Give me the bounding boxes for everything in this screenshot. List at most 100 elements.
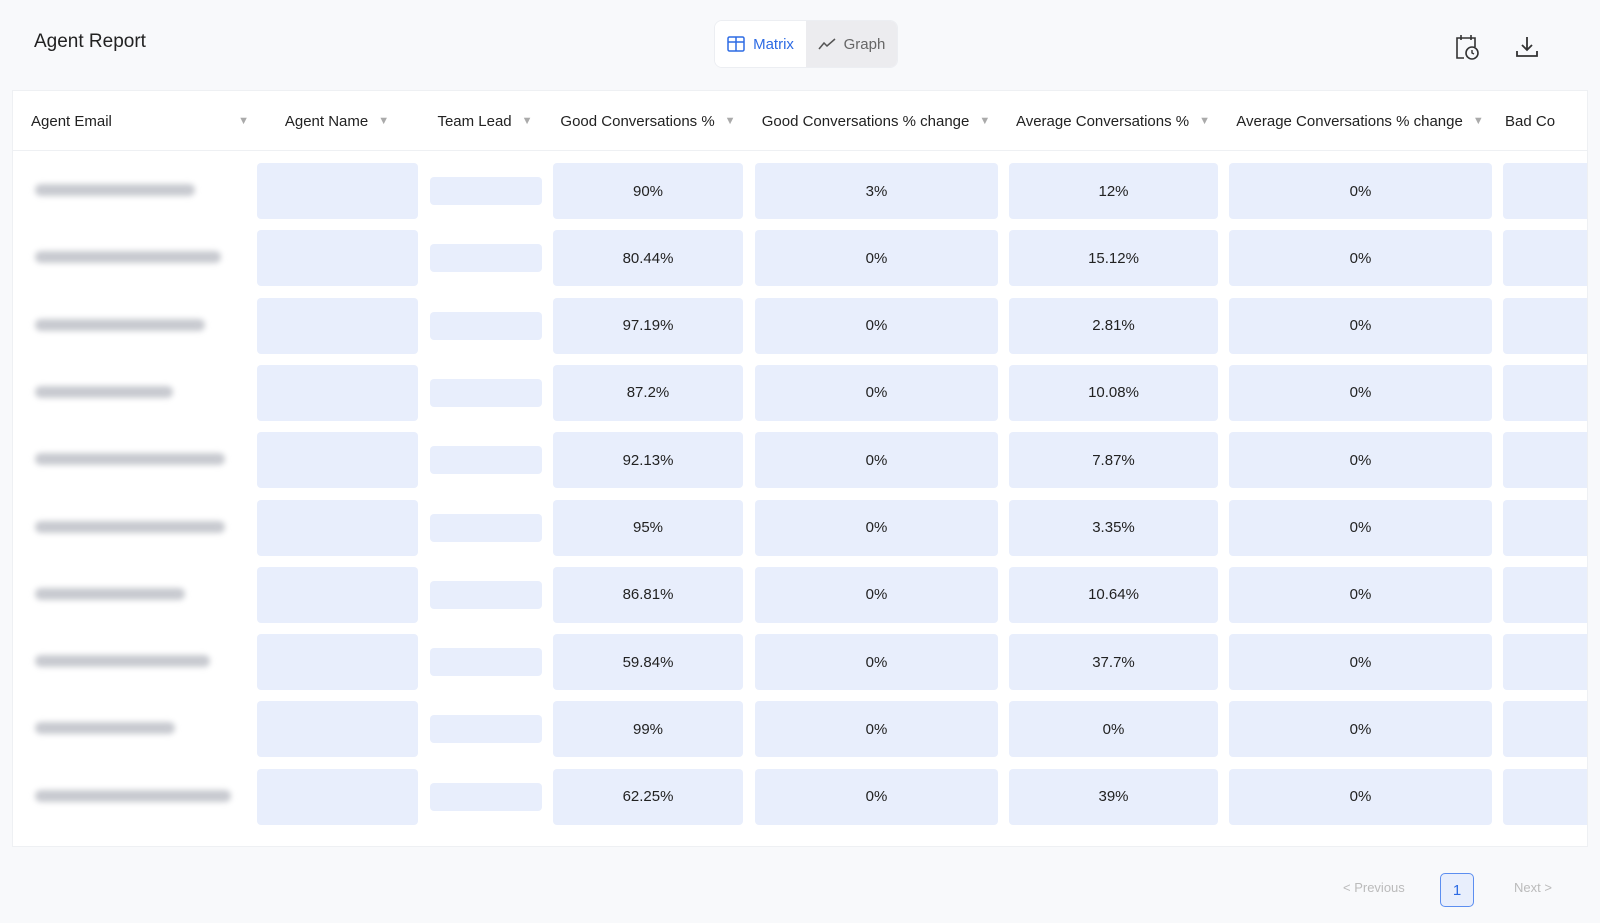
agent-email-redacted [35,587,185,600]
bad-conversations-cell [1503,634,1587,691]
avg-cell: 12% [1009,163,1218,219]
good-cell: 92.13% [553,432,743,489]
graph-view-button[interactable]: Graph [806,21,897,67]
good-change-cell: 0% [755,566,998,623]
agent-email-redacted [35,453,225,466]
bad-conversations-cell [1503,297,1587,354]
team-lead-cell [430,378,542,407]
good-change-cell: 0% [755,230,998,287]
filter-icon[interactable]: ▼ [979,115,991,127]
team-lead-cell [430,513,542,542]
column-header[interactable]: Average Conversations % ▼ [1003,91,1223,151]
good-cell: 87.2% [553,364,743,421]
avg-cell: 2.81% [1009,297,1218,354]
agent-name-cell [257,566,418,623]
filter-icon[interactable]: ▼ [1199,115,1211,127]
avg-cell: 37.7% [1009,634,1218,691]
good-change-cell: 0% [755,701,998,758]
good-change-cell: 0% [755,432,998,489]
good-cell: 62.25% [553,768,743,825]
page-1-button[interactable]: 1 [1440,873,1474,907]
page-title: Agent Report [34,31,146,52]
avg-cell: 10.08% [1009,364,1218,421]
good-cell: 90% [553,163,743,219]
column-header[interactable]: Average Conversations % change ▼ [1223,91,1497,151]
agent-email-redacted [35,655,210,668]
agent-name-cell [257,163,418,219]
column-header-label: Agent Email [31,112,112,130]
agent-name-cell [257,499,418,556]
team-lead-cell [430,446,542,475]
table-row: 90% 3% 12% 0% [13,157,1587,225]
good-cell: 95% [553,499,743,556]
filter-icon[interactable]: ▼ [521,115,533,127]
line-chart-icon [818,38,836,50]
column-header-label: Bad Co [1505,112,1556,130]
team-lead-cell [430,580,542,609]
column-header[interactable]: Good Conversations % change ▼ [749,91,1003,151]
bad-conversations-cell [1503,364,1587,421]
next-button[interactable]: Next > [1514,880,1552,895]
filter-icon[interactable]: ▼ [378,115,390,127]
good-change-cell: 0% [755,297,998,354]
team-lead-cell [430,244,542,273]
avg-change-cell: 0% [1229,634,1492,691]
good-change-cell: 3% [755,163,998,219]
agent-email-redacted [35,385,173,398]
schedule-button[interactable] [1452,32,1482,62]
good-cell: 86.81% [553,566,743,623]
avg-change-cell: 0% [1229,297,1492,354]
agent-email-redacted [35,251,221,264]
agent-report-table: Agent Email ▼ Agent Name ▼ Team Lead ▼ Good Co… [12,90,1588,847]
good-change-cell: 0% [755,364,998,421]
table-row: 86.81% 0% 10.64% 0% [13,561,1587,629]
table-row: 80.44% 0% 15.12% 0% [13,224,1587,292]
good-cell: 97.19% [553,297,743,354]
team-lead-cell [430,177,542,205]
agent-name-cell [257,432,418,489]
avg-change-cell: 0% [1229,701,1492,758]
agent-email-redacted [35,184,195,196]
agent-email-redacted [35,722,175,735]
team-lead-cell [430,782,542,811]
column-header-label: Agent Name [284,112,369,130]
filter-icon[interactable]: ▼ [724,115,736,127]
column-header[interactable]: Bad Co [1497,91,1587,151]
avg-change-cell: 0% [1229,163,1492,219]
view-toggle: Matrix Graph [714,20,898,68]
column-header[interactable]: Team Lead ▼ [423,91,547,151]
filter-icon[interactable]: ▼ [1472,115,1484,127]
table-row: 97.19% 0% 2.81% 0% [13,292,1587,360]
agent-name-cell [257,768,418,825]
agent-email-redacted [35,520,225,533]
table-row: 95% 0% 3.35% 0% [13,494,1587,562]
agent-name-cell [257,297,418,354]
column-header[interactable]: Good Conversations % ▼ [547,91,749,151]
avg-cell: 3.35% [1009,499,1218,556]
agent-name-cell [257,364,418,421]
matrix-view-button[interactable]: Matrix [715,21,806,67]
previous-button[interactable]: < Previous [1343,880,1405,895]
team-lead-cell [430,311,542,340]
good-cell: 59.84% [553,634,743,691]
good-change-cell: 0% [755,499,998,556]
download-button[interactable] [1512,32,1542,62]
column-header-label: Average Conversations % change [1236,112,1463,130]
bad-conversations-cell [1503,768,1587,825]
good-cell: 99% [553,701,743,758]
team-lead-cell [430,715,542,744]
column-header-label: Good Conversations % [560,112,715,130]
column-header[interactable]: Agent Name ▼ [251,91,423,151]
bad-conversations-cell [1503,432,1587,489]
table-row: 87.2% 0% 10.08% 0% [13,359,1587,427]
avg-change-cell: 0% [1229,432,1492,489]
table-header: Agent Email ▼ Agent Name ▼ Team Lead ▼ Good Co… [13,91,1587,151]
avg-cell: 0% [1009,701,1218,758]
avg-cell: 10.64% [1009,566,1218,623]
agent-name-cell [257,634,418,691]
filter-icon[interactable]: ▼ [238,115,249,127]
table-row: 99% 0% 0% 0% [13,695,1587,763]
column-header[interactable]: Agent Email ▼ [19,91,257,151]
avg-change-cell: 0% [1229,768,1492,825]
column-header-label: Good Conversations % change [761,112,970,130]
